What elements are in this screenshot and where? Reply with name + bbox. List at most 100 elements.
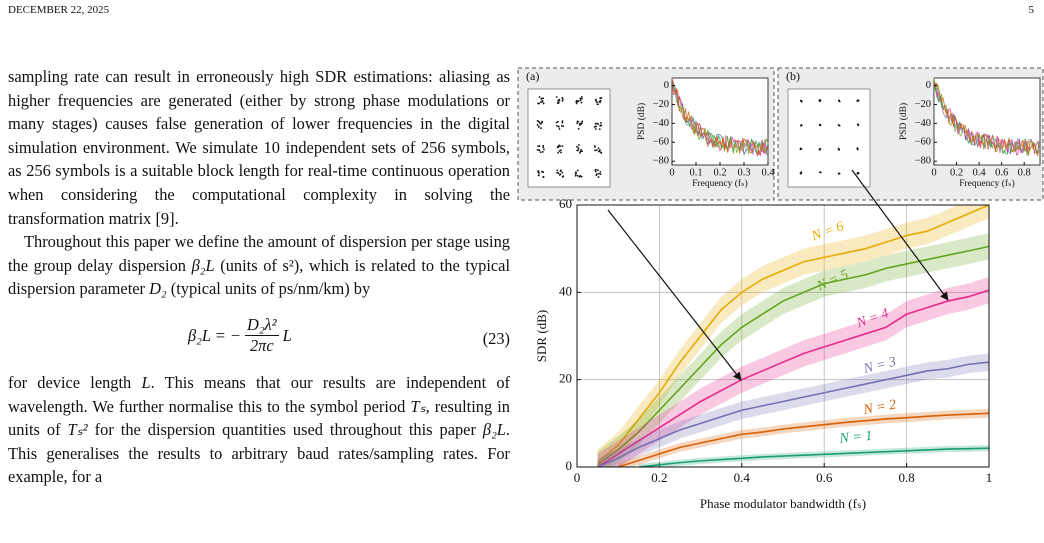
constellation-point <box>580 96 583 98</box>
constellation-point <box>579 99 582 102</box>
constellation-point <box>599 149 601 151</box>
constellation-point <box>580 122 583 124</box>
constellation-point <box>557 151 560 154</box>
math: β₂L <box>482 420 506 440</box>
text: for the dispersion quantities used throu… <box>87 420 483 440</box>
constellation-point <box>600 152 603 154</box>
text-column: sampling rate can result in erroneously … <box>8 65 510 489</box>
constellation-point <box>541 120 544 123</box>
constellation-point <box>561 176 564 178</box>
constellation-point <box>537 145 539 148</box>
constellation-point <box>543 148 545 151</box>
running-date: DECEMBER 22, 2025 <box>8 4 110 16</box>
math: β₂L <box>191 255 215 275</box>
constellation-point <box>838 124 841 127</box>
series-line <box>638 447 989 467</box>
series-line <box>597 289 989 467</box>
x-tick-label: 0.6 <box>816 470 833 485</box>
constellation-point <box>539 101 542 104</box>
constellation-point <box>596 173 598 175</box>
x-tick-label: 0 <box>574 470 581 485</box>
psd-trace <box>671 81 769 155</box>
y-axis-label: SDR (dB) <box>534 310 549 362</box>
constellation-point <box>594 168 597 171</box>
y-tick-label: −40 <box>915 118 931 129</box>
constellation-point <box>593 126 596 128</box>
x-tick-label: 0.4 <box>973 167 987 178</box>
paragraph: sampling rate can result in erroneously … <box>8 67 510 228</box>
constellation-point <box>593 145 596 147</box>
constellation-frame <box>527 88 611 188</box>
constellation-point <box>558 99 561 102</box>
y-tick-label: −60 <box>915 137 931 148</box>
constellation-point <box>542 144 545 147</box>
constellation-point <box>541 170 543 173</box>
constellation-point <box>580 101 583 104</box>
equation-number: (23) <box>482 328 510 348</box>
constellation-point <box>556 169 559 172</box>
constellation-point <box>598 100 601 103</box>
constellation-point <box>580 149 582 151</box>
x-tick-label: 1 <box>986 470 993 485</box>
constellation-point <box>538 122 541 124</box>
y-tick-label: −60 <box>653 137 669 148</box>
constellation-point <box>558 144 561 147</box>
constellation-point <box>538 145 541 147</box>
y-axis-label: PSD (dB) <box>898 103 909 140</box>
text: (units of s²), which is related to the t… <box>8 255 510 299</box>
constellation-point <box>538 96 541 98</box>
x-tick-label: 0.2 <box>651 470 667 485</box>
constellation-point <box>599 121 602 124</box>
constellation-point <box>561 145 564 147</box>
constellation-point <box>542 146 545 149</box>
constellation-point <box>594 128 597 130</box>
psd-trace <box>671 77 769 156</box>
equation-rhs: L <box>282 325 292 345</box>
band <box>597 205 989 467</box>
constellation-point <box>574 174 577 177</box>
text: . This generalises the results to arbitr… <box>8 420 510 487</box>
constellation-point <box>594 98 597 101</box>
constellation-point <box>559 149 562 152</box>
constellation-point <box>575 102 578 105</box>
constellation-point <box>560 124 563 127</box>
constellation-point <box>579 97 582 100</box>
constellation-point <box>597 147 600 150</box>
constellation-point <box>556 171 559 174</box>
constellation-point <box>579 150 582 153</box>
text: . This means that our results are indepe… <box>8 372 510 416</box>
series-label: N = 1 <box>838 429 873 447</box>
constellation-point <box>538 102 541 105</box>
psd-trace <box>933 80 1040 157</box>
constellation-point <box>560 151 562 154</box>
constellation-point <box>562 125 565 128</box>
constellation-point <box>598 128 601 131</box>
y-tick-label: 60 <box>559 196 572 211</box>
constellation-point <box>575 100 578 103</box>
constellation-point <box>556 124 558 127</box>
x-axis-label: Phase modulator bandwidth (fₛ) <box>700 496 866 511</box>
y-tick-label: 0 <box>566 458 573 473</box>
constellation-point <box>578 144 580 146</box>
constellation-point <box>577 127 580 130</box>
constellation-point <box>561 171 564 174</box>
constellation-point <box>597 169 599 172</box>
paragraph: Throughout this paper we define the amou… <box>8 230 510 301</box>
constellation-point <box>837 147 840 150</box>
constellation-point <box>596 103 599 106</box>
arrow <box>851 169 949 301</box>
y-tick-label: −80 <box>915 156 931 167</box>
series-line <box>597 205 989 464</box>
constellation-point <box>555 96 558 98</box>
constellation-point <box>577 147 580 150</box>
constellation-point <box>537 125 540 128</box>
psd-trace <box>671 77 769 156</box>
page-number: 5 <box>1028 4 1035 16</box>
constellation-point <box>595 125 597 128</box>
band <box>597 233 989 467</box>
constellation-point <box>562 98 564 101</box>
constellation-point <box>542 176 545 178</box>
constellation-point <box>576 174 579 177</box>
equation: β₂L = − D₂λ² 2πc L (23) <box>8 301 510 371</box>
